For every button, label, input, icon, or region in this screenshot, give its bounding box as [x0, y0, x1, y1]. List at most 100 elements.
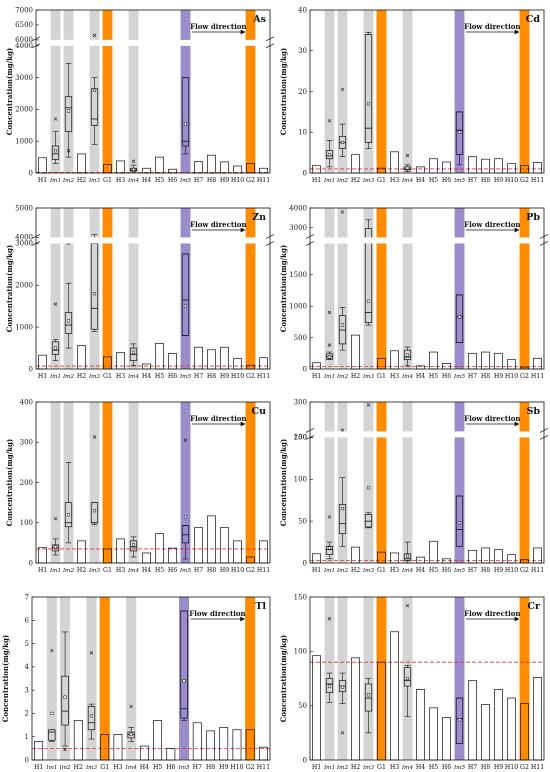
bar-h1 [38, 547, 47, 564]
box [51, 341, 60, 355]
element-label: Cr [527, 601, 541, 612]
x-tick-label: G1 [377, 373, 386, 380]
x-tick-label: Im1 [323, 765, 335, 771]
x-tick-label: Im3 [88, 178, 101, 184]
mean-marker [327, 546, 332, 550]
boxplot-im3 [90, 33, 99, 145]
mean-marker [405, 353, 410, 357]
x-tick-label: H4 [142, 373, 151, 380]
outlier-marker [183, 438, 188, 442]
bar-h4 [416, 166, 425, 174]
bar-h3 [113, 734, 123, 761]
outlier-marker [89, 651, 94, 655]
x-tick-label: Im1 [49, 568, 61, 574]
mean-marker [53, 545, 58, 549]
outlier-marker [405, 153, 410, 158]
x-tick-label: Im3 [88, 568, 101, 574]
x-tick-label: H11 [531, 177, 544, 184]
band-g1 [376, 597, 387, 760]
mean-marker [327, 355, 332, 359]
x-tick-label: Im3 [88, 374, 101, 380]
flow-direction-label: Flow direction [190, 22, 246, 31]
x-tick-label: H9 [494, 764, 503, 771]
x-tick-label: G2 [520, 177, 529, 184]
y-tick-label: 6 [25, 617, 30, 625]
band-im4 [128, 10, 139, 173]
axis-break-gap [306, 237, 548, 244]
x-tick-label: H11 [531, 764, 544, 771]
y-tick-label: 100 [294, 648, 307, 656]
element-label: Cd [526, 14, 541, 25]
bar-h10 [507, 554, 516, 564]
bar-h6 [442, 558, 451, 564]
mean-marker [129, 732, 133, 736]
bar-h1 [312, 553, 321, 564]
x-tick-label: H5 [429, 764, 438, 771]
y-tick-label: 4000 [15, 42, 33, 50]
y-tick-label: 0 [29, 365, 33, 373]
bar-h1 [312, 362, 321, 370]
x-tick-label: G2 [520, 764, 529, 771]
band-g2 [245, 10, 256, 173]
outlier-marker [340, 210, 345, 214]
chart-panel-cu: 0 100 200 300 400 H1 Im1 Im2 H2 Im3 G1 H3 Im4 H4 H5 H6 I… [5, 398, 271, 574]
outlier-marker [340, 731, 345, 735]
x-tick-label: H10 [505, 373, 518, 380]
box [127, 731, 135, 739]
x-tick-label: Im2 [336, 568, 349, 574]
x-tick-label: Im5 [453, 568, 466, 574]
y-tick-label: 6500 [15, 21, 33, 29]
boxplot-im4 [403, 153, 412, 173]
boxplot-im5 [455, 294, 464, 343]
box [403, 553, 412, 561]
band-g1 [102, 10, 113, 173]
outlier-marker [92, 33, 97, 38]
outlier-marker [50, 648, 54, 653]
box [181, 525, 190, 544]
boxplot-im5 [455, 111, 464, 166]
band-g2 [519, 597, 530, 760]
bar-h2 [351, 154, 360, 174]
boxplot-im5 [455, 697, 464, 745]
flow-direction-label: Flow direction [190, 414, 246, 423]
chart-panel-cd: 0 10 20 30 40 H1 Im1 Im2 H2 Im3 G1 H3 Im4 H4 H5 H6 Im5 H7… [279, 6, 545, 184]
x-tick-label: H7 [194, 373, 203, 380]
x-tick-label: H4 [416, 764, 425, 771]
boxplot-im2 [338, 87, 347, 157]
x-tick-label: H1 [34, 764, 43, 771]
mean-marker [405, 554, 410, 558]
y-axis-label: Concentration(mg/kg) [5, 439, 14, 526]
x-tick-label: Im2 [62, 178, 75, 184]
mean-marker [50, 711, 54, 715]
x-tick-label: Im2 [62, 568, 75, 574]
x-tick-label: G1 [103, 567, 112, 574]
boxplot-im2 [61, 631, 69, 752]
x-tick-label: H3 [390, 567, 399, 574]
outlier-marker [327, 310, 332, 315]
x-tick-label: H8 [207, 373, 216, 380]
y-tick-label: 0 [303, 756, 307, 764]
x-tick-label: H5 [153, 764, 162, 771]
y-tick-label: 200 [294, 434, 307, 442]
boxplot-im1 [325, 119, 334, 168]
y-tick-label: 10 [298, 129, 307, 137]
x-tick-label: H8 [481, 764, 490, 771]
outlier-marker [405, 603, 410, 608]
y-tick-label: 4 [25, 663, 30, 671]
boxplot-im2 [64, 63, 73, 158]
y-tick-label: 5 [25, 640, 29, 648]
y-tick-label: 20 [298, 88, 307, 96]
mean-marker [340, 323, 345, 327]
bar-h9 [220, 527, 229, 564]
x-tick-label: H10 [230, 764, 243, 771]
x-tick-label: G2 [520, 567, 529, 574]
x-tick-label: Im4 [401, 178, 414, 184]
band-im3 [363, 402, 374, 563]
x-tick-label: H6 [168, 177, 177, 184]
mean-marker [131, 543, 136, 547]
chart-panel-pb: 0 500 1000 1500 3000 4000 H1 Im1 Im2 H2 Im3 G1 H3 Im4… [279, 204, 549, 380]
mean-marker [457, 315, 462, 319]
bar-h5 [155, 533, 164, 564]
